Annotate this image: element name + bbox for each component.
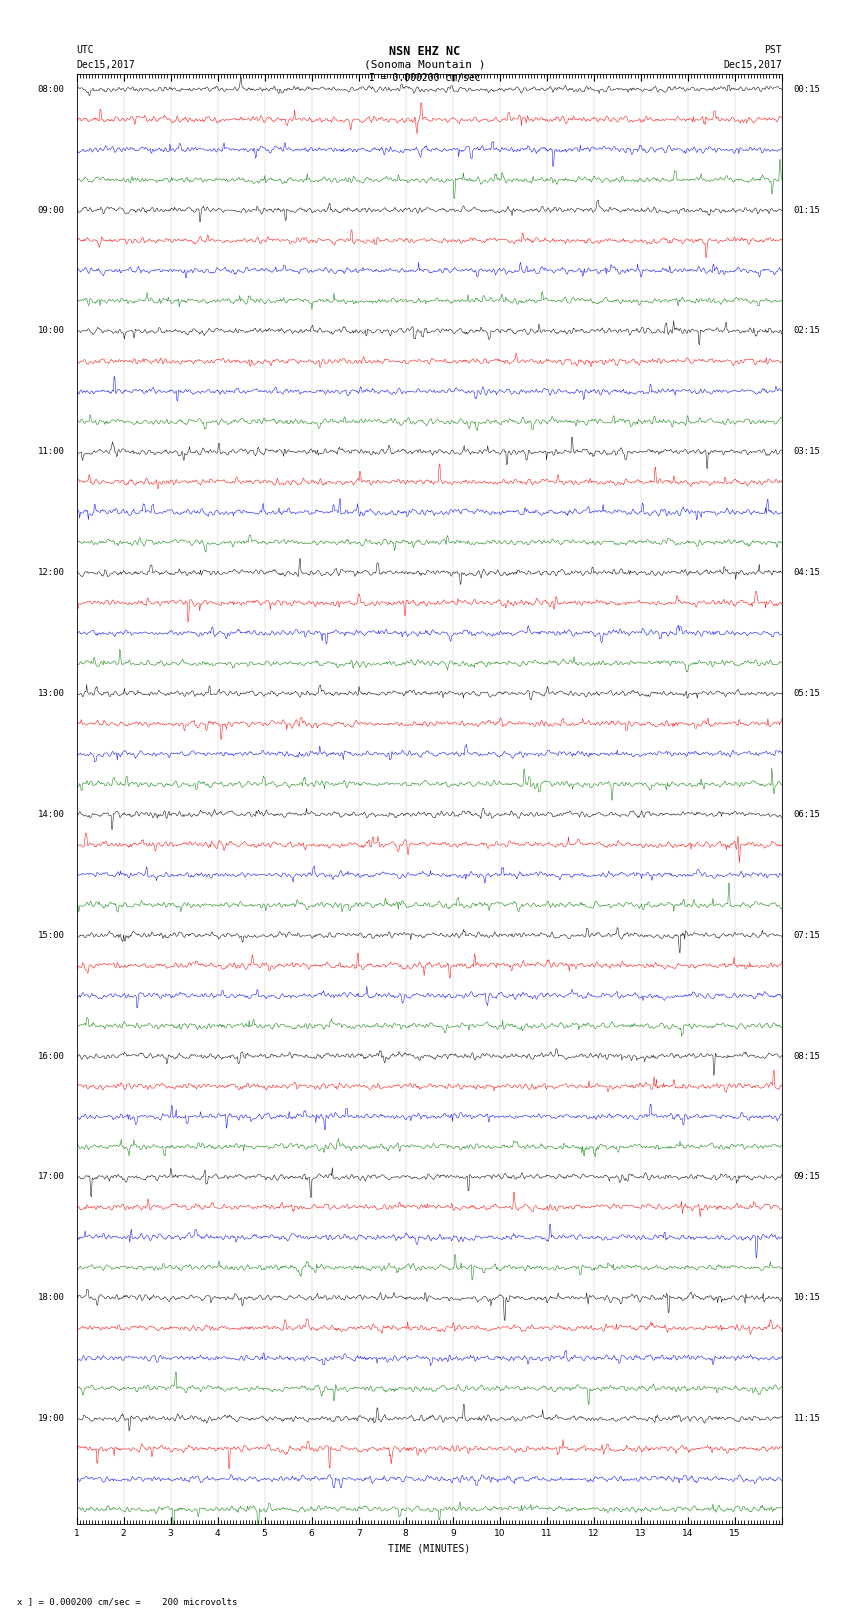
Text: 10:15: 10:15 xyxy=(794,1294,820,1302)
Text: 01:15: 01:15 xyxy=(794,205,820,215)
Text: (Sonoma Mountain ): (Sonoma Mountain ) xyxy=(365,60,485,69)
Text: 18:00: 18:00 xyxy=(38,1294,65,1302)
Text: PST: PST xyxy=(764,45,782,55)
Text: Dec15,2017: Dec15,2017 xyxy=(76,60,135,69)
Text: 11:15: 11:15 xyxy=(794,1415,820,1423)
Text: 12:00: 12:00 xyxy=(38,568,65,577)
Text: 15:00: 15:00 xyxy=(38,931,65,940)
Text: 08:00: 08:00 xyxy=(38,85,65,94)
Text: 06:15: 06:15 xyxy=(794,810,820,819)
Text: x ] = 0.000200 cm/sec =    200 microvolts: x ] = 0.000200 cm/sec = 200 microvolts xyxy=(17,1597,237,1607)
Text: 05:15: 05:15 xyxy=(794,689,820,698)
Text: 09:00: 09:00 xyxy=(38,205,65,215)
Text: 04:15: 04:15 xyxy=(794,568,820,577)
Text: 11:00: 11:00 xyxy=(38,447,65,456)
Text: 09:15: 09:15 xyxy=(794,1173,820,1181)
Text: 02:15: 02:15 xyxy=(794,326,820,336)
X-axis label: TIME (MINUTES): TIME (MINUTES) xyxy=(388,1544,470,1553)
Text: 14:00: 14:00 xyxy=(38,810,65,819)
Text: UTC: UTC xyxy=(76,45,94,55)
Text: 00:15: 00:15 xyxy=(794,85,820,94)
Text: 10:00: 10:00 xyxy=(38,326,65,336)
Text: 07:15: 07:15 xyxy=(794,931,820,940)
Text: I = 0.000200 cm/sec: I = 0.000200 cm/sec xyxy=(369,73,481,82)
Text: NSN EHZ NC: NSN EHZ NC xyxy=(389,45,461,58)
Text: 08:15: 08:15 xyxy=(794,1052,820,1060)
Text: 03:15: 03:15 xyxy=(794,447,820,456)
Text: 17:00: 17:00 xyxy=(38,1173,65,1181)
Text: Dec15,2017: Dec15,2017 xyxy=(723,60,782,69)
Text: 19:00: 19:00 xyxy=(38,1415,65,1423)
Text: 16:00: 16:00 xyxy=(38,1052,65,1060)
Text: 13:00: 13:00 xyxy=(38,689,65,698)
